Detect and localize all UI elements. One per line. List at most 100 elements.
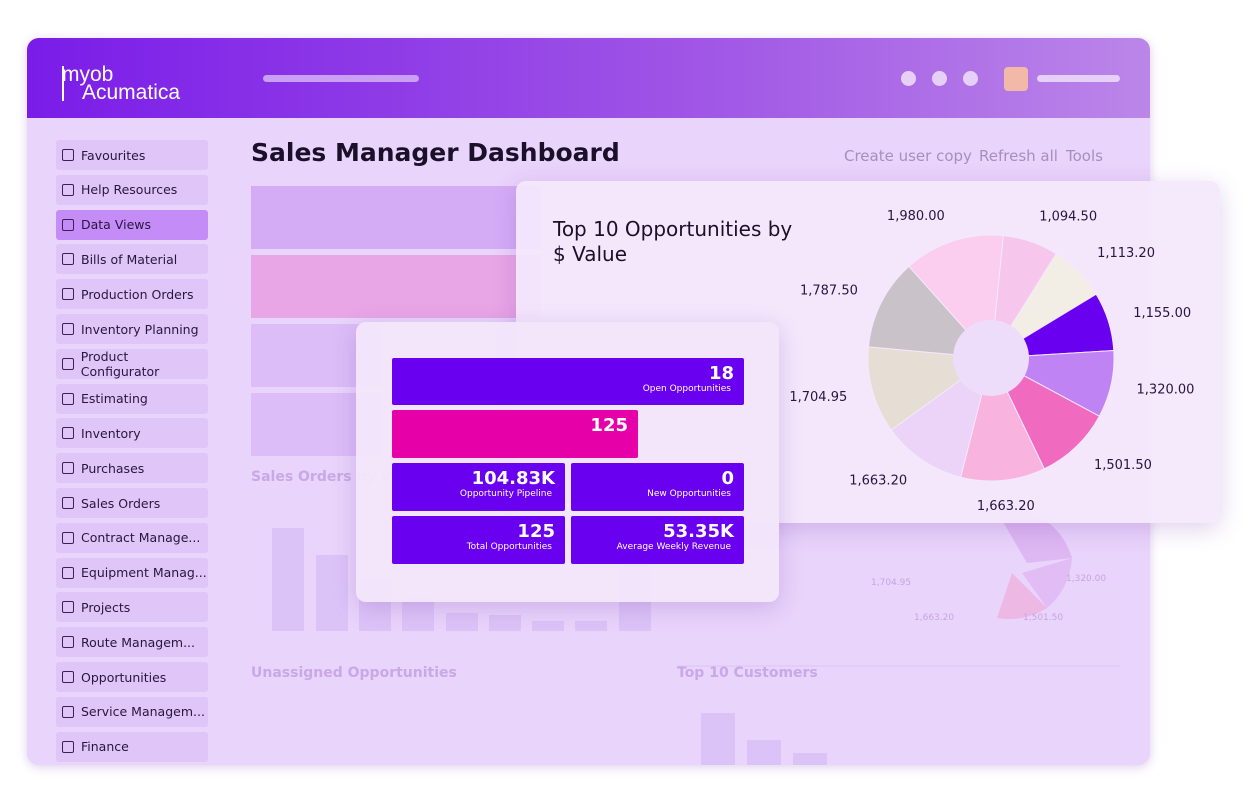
sidebar-item[interactable]: Production Orders <box>56 279 208 310</box>
action[interactable]: Tools <box>1066 147 1103 165</box>
kpi-value: 18 <box>708 363 734 384</box>
pie-value-label: 1,094.50 <box>1039 210 1097 225</box>
bg-pie <box>1022 558 1072 608</box>
kpi-value: 125 <box>517 521 555 542</box>
kpi-tile[interactable]: 125 <box>392 410 638 458</box>
section-title: Top 10 Customers <box>677 665 818 681</box>
pie-value-label: 1,155.00 <box>1133 306 1191 321</box>
sidebar-item[interactable]: Finance <box>56 731 208 762</box>
action[interactable]: Refresh all <box>979 147 1058 165</box>
avatar[interactable] <box>1004 67 1028 91</box>
pie-slice[interactable] <box>890 356 992 478</box>
icon <box>62 427 74 440</box>
icon <box>62 740 74 753</box>
sidebar-item[interactable]: Inventory Planning <box>56 314 208 344</box>
kpi-tile[interactable]: 53.35K Average Weekly Revenue <box>571 516 744 564</box>
bg-pie-label: 1,501.50 <box>1023 613 1064 623</box>
section-title: Unassigned Opportunities <box>251 665 457 681</box>
sidebar-label: Favourites <box>81 147 146 163</box>
sidebar-item[interactable]: Product Configurator <box>56 348 208 379</box>
kpi-value: 0 <box>721 468 734 489</box>
sidebar-item[interactable]: Inventory <box>56 418 208 449</box>
icon <box>62 462 74 475</box>
top-bar: myob Acumatica <box>27 38 1150 118</box>
kpi-value: 53.35K <box>663 521 734 542</box>
sidebar-item[interactable]: Help Resources <box>56 174 208 205</box>
dot[interactable] <box>932 71 947 86</box>
kpi-tile[interactable]: 125 Total Opportunities <box>392 516 565 564</box>
sidebar-item[interactable]: Sales Orders <box>56 488 208 518</box>
icon <box>62 357 74 370</box>
icon <box>62 636 74 649</box>
pie-value-label: 1,704.95 <box>789 390 847 405</box>
action[interactable]: Create user copy <box>844 147 972 165</box>
sidebar-item[interactable]: Route Managem... <box>56 627 208 658</box>
sidebar-label: Finance <box>81 739 129 755</box>
pie-value-label: 1,980.00 <box>887 209 945 224</box>
sidebar-label: Purchases <box>81 460 145 476</box>
bg-pie <box>997 573 1047 620</box>
kpi-value: 125 <box>590 415 628 436</box>
sidebar-label: Projects <box>81 599 131 615</box>
sidebar-label: Route Managem... <box>81 634 196 650</box>
kpi-label: New Opportunities <box>647 489 731 499</box>
sidebar-label: Inventory <box>81 425 141 441</box>
sidebar-label: Product Configurator <box>80 348 160 379</box>
pie-value-label: 1,663.20 <box>977 499 1035 514</box>
search-bar[interactable] <box>263 75 419 82</box>
icon <box>62 601 74 614</box>
kpi-label: Average Weekly Revenue <box>616 542 731 552</box>
sidebar-label: Production Orders <box>81 286 194 302</box>
bg-pie-label: 1,320.00 <box>1066 574 1107 584</box>
kpi-value: 104.83K <box>471 468 555 489</box>
icon <box>62 288 74 301</box>
kpi-label: Opportunity Pipeline <box>459 489 552 499</box>
icon <box>62 497 74 509</box>
kpi-tile[interactable]: 104.83K Opportunity Pipeline <box>392 463 565 511</box>
sidebar-label: Inventory Planning <box>81 321 199 337</box>
sidebar-item[interactable]: Projects <box>56 592 208 623</box>
pie-slice[interactable] <box>960 356 1045 482</box>
page-title: Sales Manager Dashboard <box>251 138 620 167</box>
user-bar <box>1037 75 1120 82</box>
pie-slice[interactable] <box>867 265 993 359</box>
pie-value-label: 1,787.50 <box>800 284 858 299</box>
sidebar-item[interactable]: Contract Manage... <box>56 522 208 553</box>
icon <box>62 218 74 231</box>
bg-tile <box>251 255 541 318</box>
icon <box>62 671 74 683</box>
sidebar-label: Service Managem... <box>81 704 205 720</box>
icon <box>62 392 74 405</box>
pie-value-label: 1,663.20 <box>849 474 907 489</box>
kpi-label: Total Opportunities <box>466 542 552 552</box>
kpi-card: 18 Open Opportunities 125 104.83K Opportunit… <box>356 322 779 602</box>
bg-tile <box>251 186 541 249</box>
dot[interactable] <box>901 71 916 86</box>
sidebar-label: Estimating <box>81 391 148 407</box>
brand-mark <box>62 66 162 101</box>
bg-pie-label: 1,704.95 <box>871 578 912 588</box>
dot[interactable] <box>963 71 978 86</box>
brand-bottom: Acumatica <box>82 81 181 104</box>
pie-slice[interactable] <box>989 356 1101 470</box>
sidebar-label: Data Views <box>81 217 151 233</box>
icon <box>62 323 74 335</box>
sidebar-item[interactable]: Service Managem... <box>56 696 208 727</box>
kpi-tile[interactable]: 18 Open Opportunities <box>392 358 744 405</box>
pie-chart: 1,094.50 1,113.20 1,155.00 1,320.00 1,501.50… <box>789 209 1194 514</box>
kpi-tile[interactable]: 0 New Opportunities <box>571 463 744 511</box>
icon <box>62 149 74 161</box>
icon <box>62 531 74 544</box>
sidebar-item[interactable]: Data Views <box>56 209 208 240</box>
sidebar-item[interactable]: Purchases <box>56 453 208 484</box>
sidebar-item[interactable]: Estimating <box>56 383 208 414</box>
sidebar-label: Bills of Material <box>81 251 178 267</box>
sidebar-item[interactable]: Equipment Manag... <box>56 557 208 588</box>
sidebar-item[interactable]: Opportunities <box>56 662 208 692</box>
sidebar-item[interactable]: Favourites <box>56 140 208 170</box>
bg-pie-label: 1,663.20 <box>914 613 955 623</box>
pie-title: Top 10 Opportunities by $ Value <box>553 217 793 266</box>
icon <box>62 183 74 196</box>
sidebar-item[interactable]: Bills of Material <box>56 244 208 275</box>
